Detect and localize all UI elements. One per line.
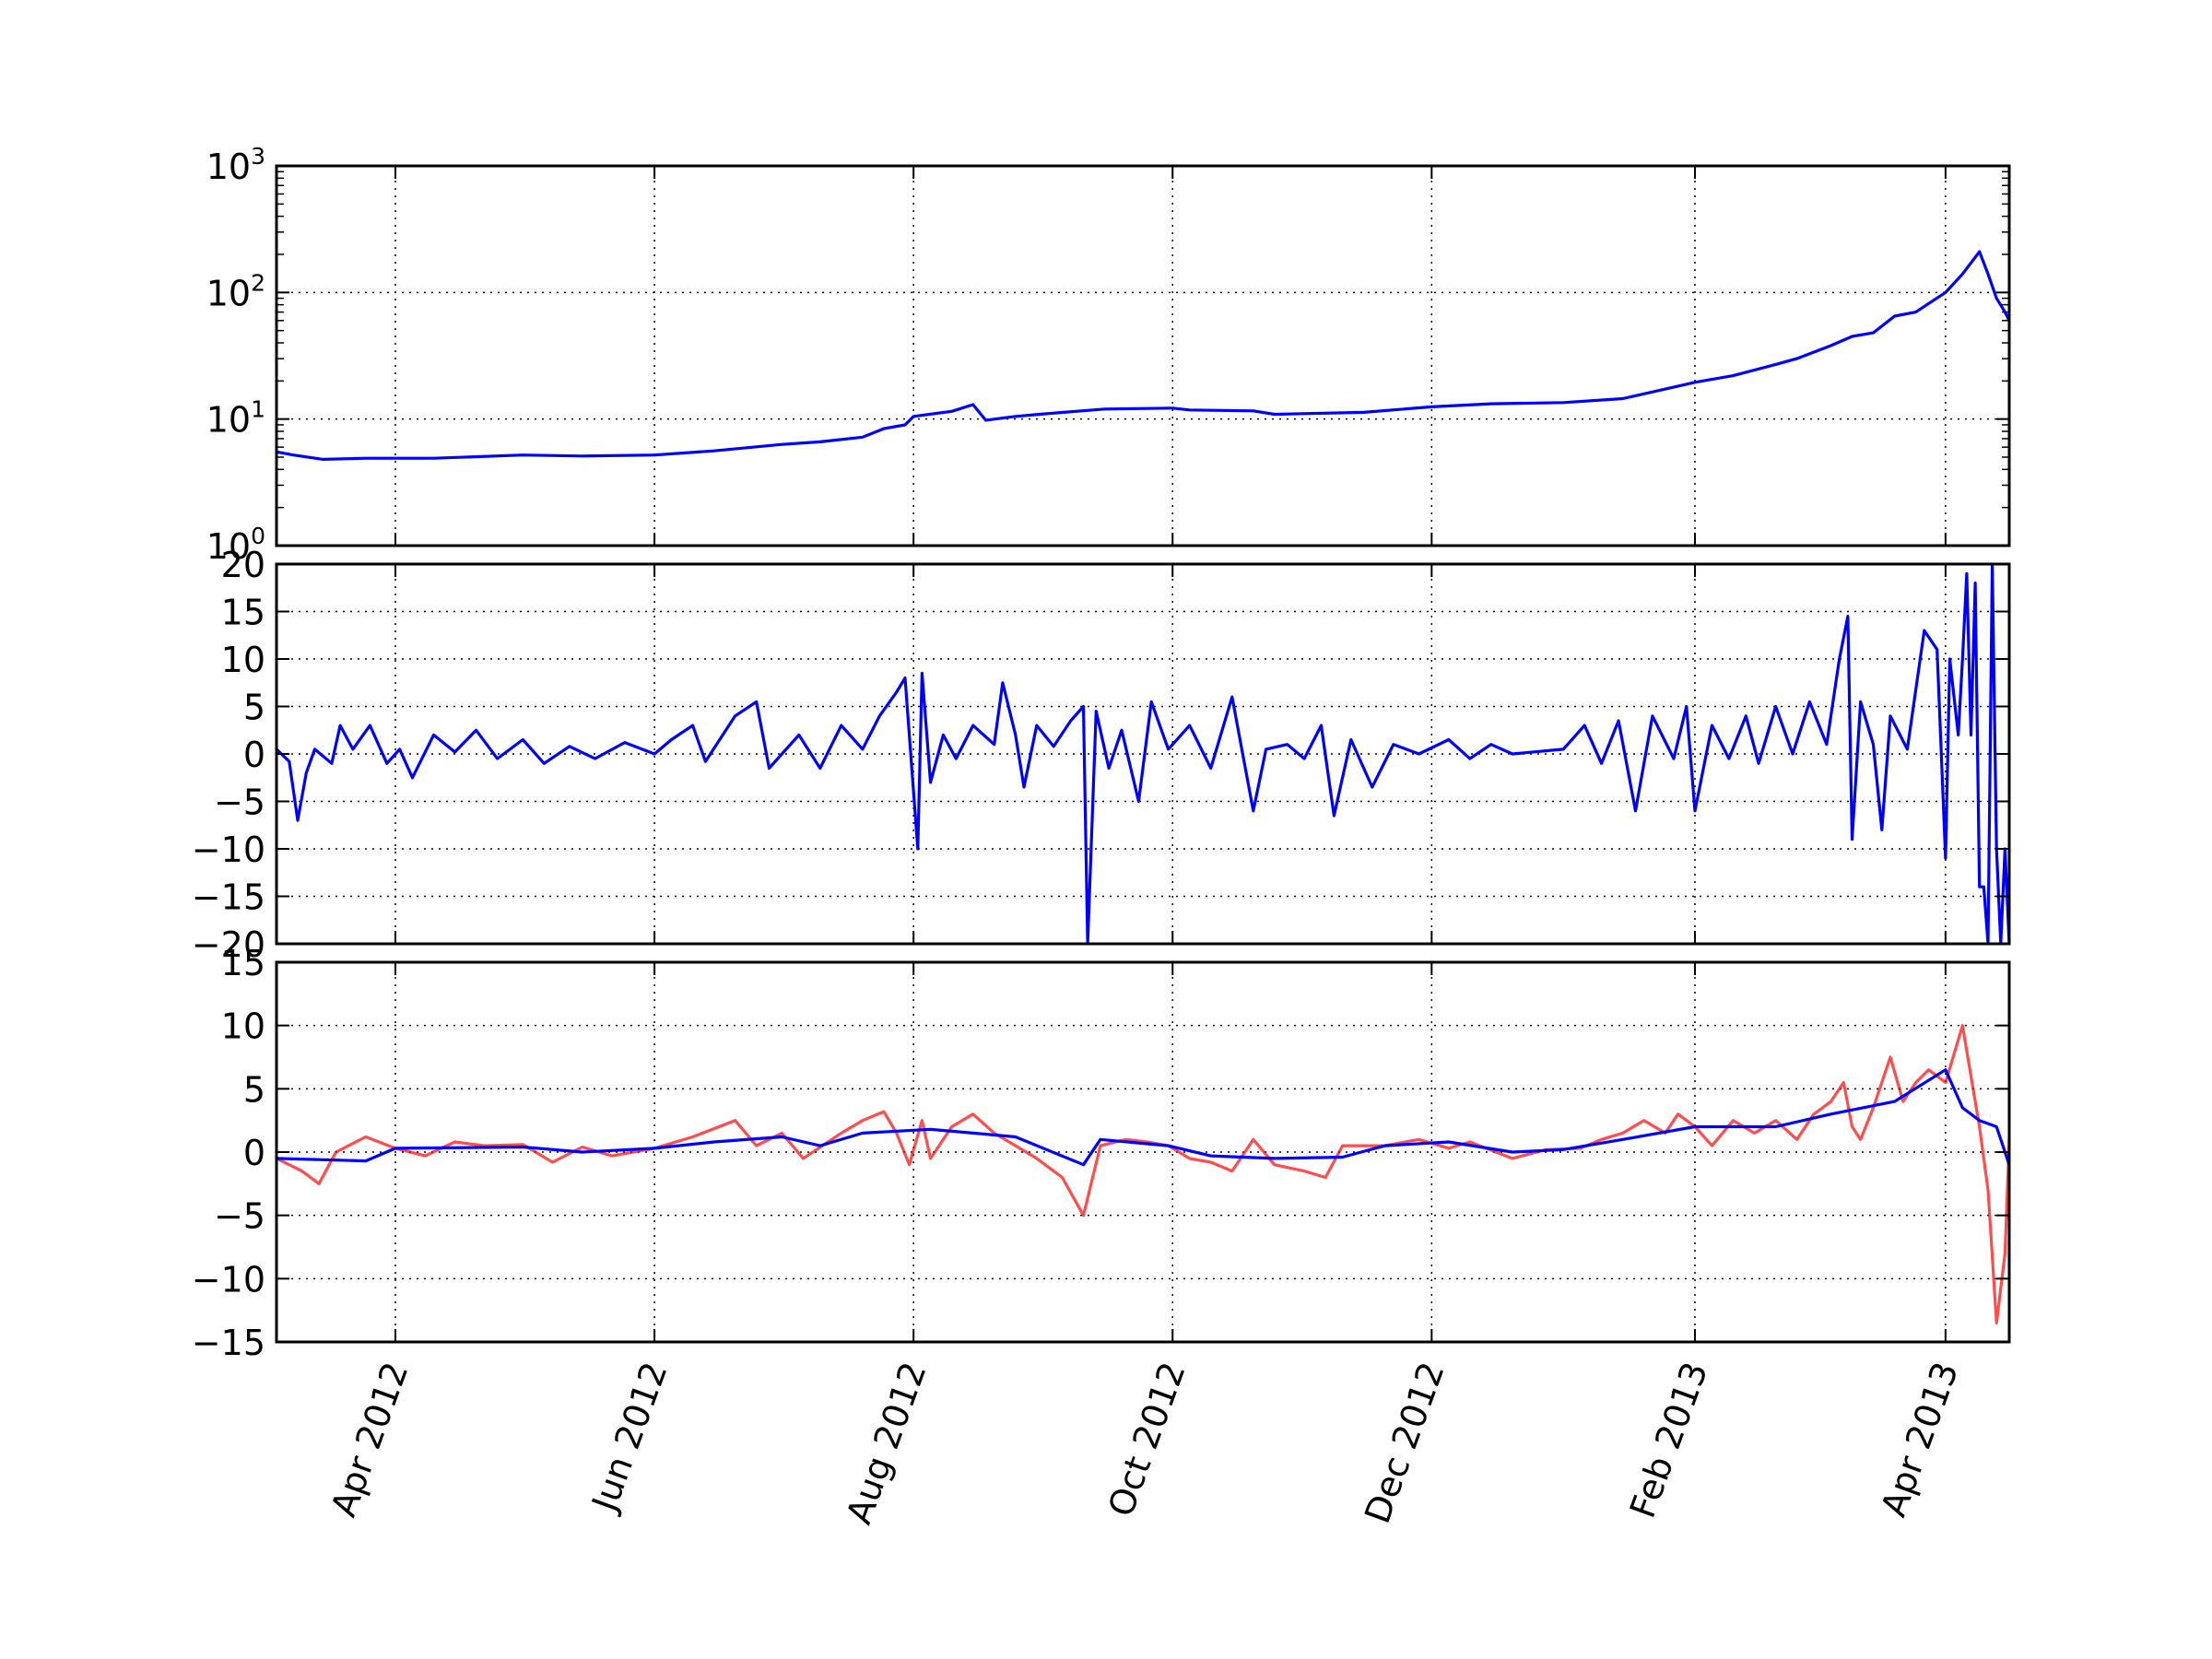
y-tick-label: 5 [243, 1069, 265, 1110]
y-tick-label: 0 [243, 1133, 265, 1173]
series-line-0 [276, 250, 2009, 461]
y-tick-label: −20 [192, 924, 265, 965]
y-tick-label: 15 [221, 593, 265, 633]
price-panel: 100 101 102 103 [206, 143, 2011, 567]
y-tick-label: −5 [214, 782, 265, 823]
y-tick-label: −10 [192, 1259, 265, 1300]
series-line-1 [276, 1068, 2009, 1167]
y-tick-label: 15 [221, 943, 265, 983]
y-tick-label: 10 [221, 640, 265, 680]
y-tick-label: 10 [221, 1006, 265, 1047]
series-line-0 [276, 564, 2009, 944]
axes-frame [275, 164, 2011, 547]
y-tick-label: −15 [192, 877, 265, 918]
y-tick-label: 20 [221, 545, 265, 585]
y-tick-label: 0 [243, 735, 265, 775]
y-tick-label: −10 [192, 830, 265, 870]
y-tick-label: 102 [206, 269, 265, 313]
y-tick-label: 103 [206, 143, 265, 187]
series-line-0 [276, 1024, 2009, 1324]
y-tick-label: −15 [192, 1323, 265, 1363]
y-tick-label: 100 [206, 523, 265, 567]
return-panel: 20 15 10 5 0 −5 −10 −15 −20 [192, 545, 2011, 965]
y-tick-label: 5 [243, 688, 265, 728]
y-tick-label: −5 [214, 1196, 265, 1237]
y-tick-label: 101 [206, 396, 265, 441]
